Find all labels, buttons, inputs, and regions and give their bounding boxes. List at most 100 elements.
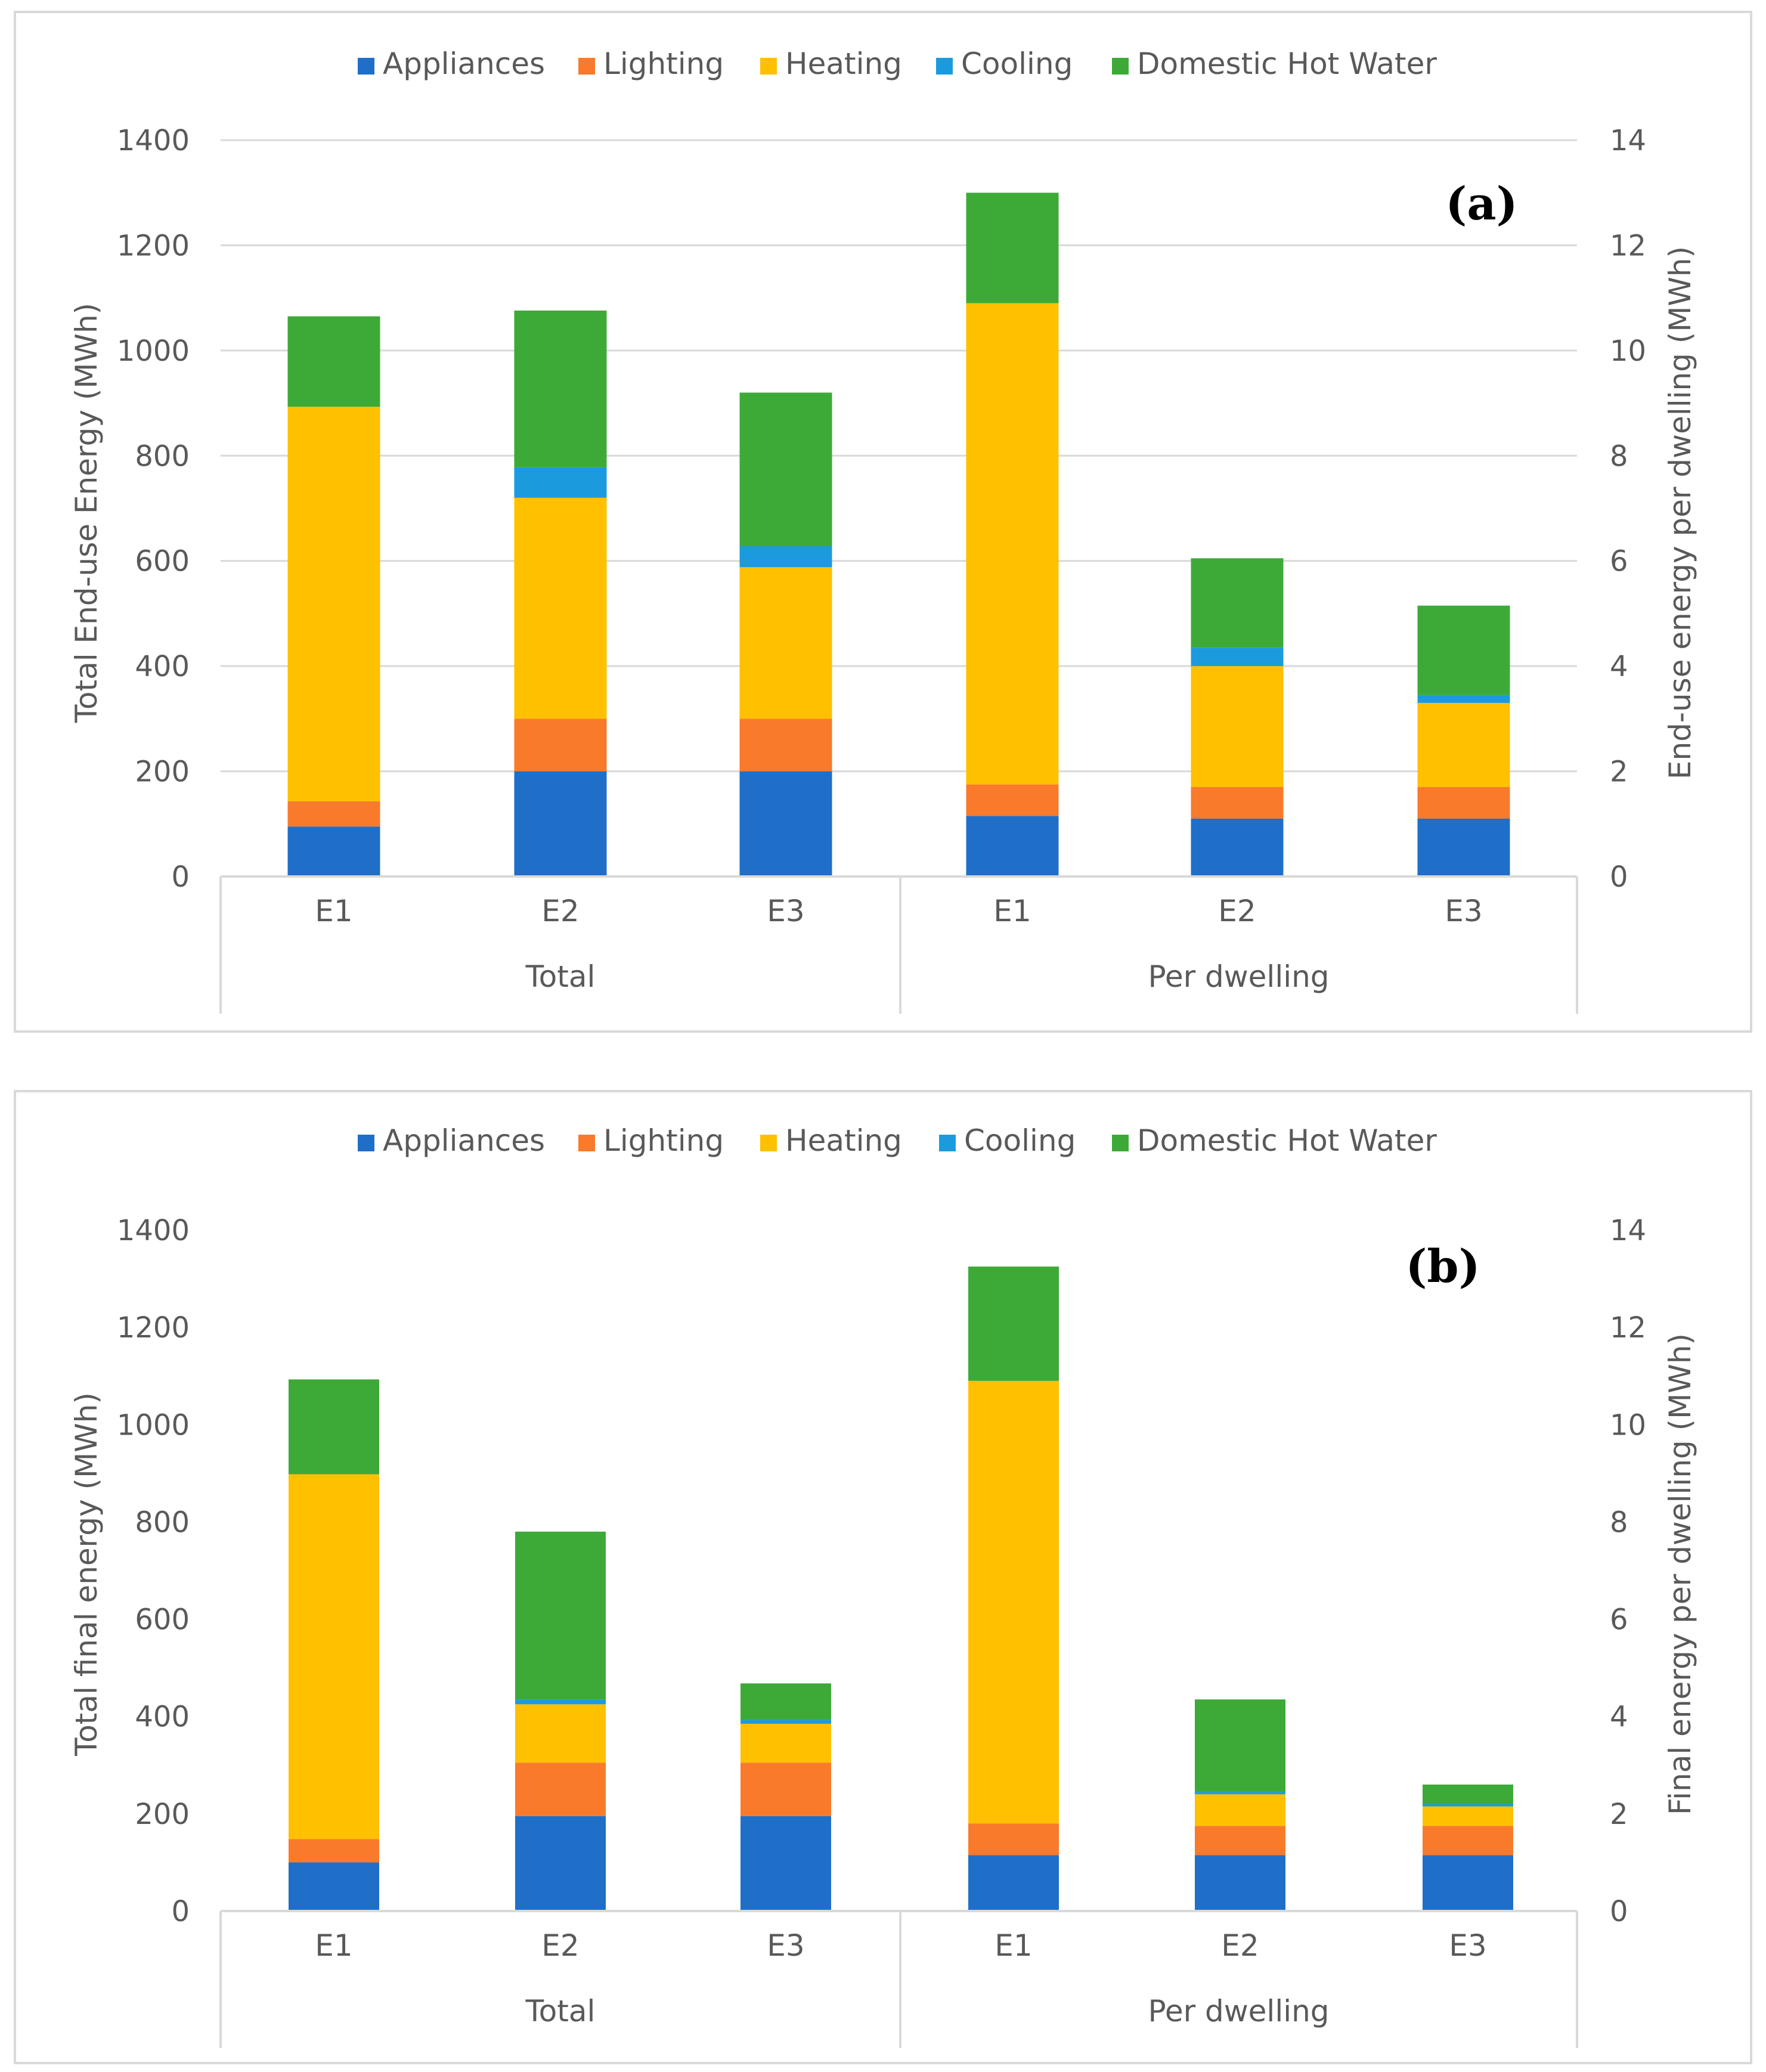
bar-domestic-hot-water <box>289 1379 379 1475</box>
chart-panel-a: Appliances Lighting Heating Cooling Domestic… <box>14 11 1752 1033</box>
legend-swatch <box>939 1135 956 1151</box>
bar-lighting <box>1195 1826 1285 1856</box>
y-tick-label: 400 <box>135 1701 190 1734</box>
y2-tick-label: 12 <box>1610 1311 1646 1345</box>
y2-tick-label: 8 <box>1610 439 1628 473</box>
bar-appliances <box>739 771 832 877</box>
axes <box>219 875 1578 1014</box>
y-tick-label: 600 <box>135 1603 190 1637</box>
y2-axis-ticks: 0 2 4 6 8 10 12 14 <box>1610 1214 1646 1928</box>
bar-lighting <box>515 1763 606 1816</box>
y-tick-label: 400 <box>135 650 190 683</box>
group-labels: Total Per dwelling <box>525 1994 1330 2028</box>
bar-appliances <box>287 826 380 877</box>
bar-cooling <box>739 546 832 568</box>
bar-heating <box>514 497 607 719</box>
bars <box>287 193 1510 877</box>
category-labels: E1 E2 E3 E1 E2 E3 <box>315 894 1482 928</box>
bar-heating <box>739 567 832 719</box>
y-axis-ticks: 0 200 400 600 800 1000 1200 1400 <box>117 124 190 894</box>
y2-axis-label: Final energy per dwelling (MWh) <box>1663 1333 1697 1815</box>
bar-appliances <box>514 771 607 877</box>
bar-domestic-hot-water <box>514 310 607 467</box>
bar-heating <box>968 1380 1059 1824</box>
bar-appliances <box>289 1862 379 1911</box>
legend-swatch <box>1112 58 1129 75</box>
y-tick-label: 1200 <box>117 229 190 262</box>
legend-label: Cooling <box>961 47 1073 81</box>
y2-tick-label: 14 <box>1610 1214 1646 1247</box>
bar-appliances <box>1417 818 1510 877</box>
y-tick-label: 800 <box>135 1506 190 1539</box>
bar-heating <box>515 1704 606 1763</box>
y2-axis-ticks: 0 2 4 6 8 10 12 14 <box>1610 124 1646 894</box>
y-tick-label: 0 <box>171 1895 190 1928</box>
bar-domestic-hot-water <box>1195 1699 1285 1792</box>
bar-lighting <box>1191 787 1284 819</box>
legend-swatch <box>358 1135 374 1151</box>
y-axis-label: Total final energy (MWh) <box>69 1392 104 1757</box>
legend-label: Domestic Hot Water <box>1137 1123 1437 1158</box>
y-tick-label: 1400 <box>117 124 190 157</box>
bar-lighting <box>966 784 1059 816</box>
bar-lighting <box>741 1763 831 1816</box>
y-tick-label: 1000 <box>117 335 190 368</box>
gridlines <box>221 139 1577 773</box>
y-tick-label: 800 <box>135 439 190 473</box>
category-label: E2 <box>1218 894 1256 928</box>
category-label: E2 <box>541 1928 579 1963</box>
y2-tick-label: 12 <box>1610 229 1646 262</box>
category-labels: E1 E2 E3 E1 E2 E3 <box>315 1928 1486 1963</box>
legend-label: Appliances <box>383 1123 545 1158</box>
axes <box>219 1910 1578 2048</box>
bar-domestic-hot-water <box>1417 605 1510 695</box>
bar-appliances <box>1423 1855 1513 1911</box>
y2-tick-label: 4 <box>1610 1701 1628 1734</box>
bar-lighting <box>1423 1826 1513 1856</box>
bar-lighting <box>739 718 832 772</box>
panel-label: (a) <box>1445 177 1517 230</box>
bar-appliances <box>968 1855 1059 1911</box>
panel-label: (b) <box>1405 1240 1480 1293</box>
bar-domestic-hot-water <box>739 392 832 547</box>
bar-appliances <box>741 1816 831 1911</box>
panel-frame <box>14 11 1752 1033</box>
bar-cooling <box>515 1699 606 1705</box>
y2-tick-label: 2 <box>1610 755 1628 789</box>
category-label: E1 <box>993 894 1031 928</box>
bar-domestic-hot-water <box>1191 558 1284 648</box>
legend-label: Lighting <box>603 1123 724 1158</box>
legend-swatch <box>578 58 595 75</box>
y2-axis-label: End-use energy per dwelling (MWh) <box>1663 246 1697 779</box>
bar-cooling <box>1417 695 1510 703</box>
legend: Appliances Lighting Heating Cooling Domestic… <box>358 47 1437 81</box>
y2-tick-label: 10 <box>1610 335 1646 368</box>
legend-label: Cooling <box>964 1123 1076 1158</box>
bar-lighting <box>968 1823 1059 1856</box>
bar-lighting <box>287 801 380 827</box>
group-label: Total <box>525 959 596 994</box>
legend-label: Heating <box>785 47 902 81</box>
legend-label: Heating <box>785 1123 902 1158</box>
category-label: E3 <box>1449 1928 1486 1963</box>
bar-heating <box>289 1474 379 1839</box>
category-label: E2 <box>1221 1928 1259 1963</box>
bar-cooling <box>1191 648 1284 667</box>
legend-label: Appliances <box>383 47 545 81</box>
bar-domestic-hot-water <box>966 193 1059 303</box>
legend-swatch <box>760 1135 777 1151</box>
bar-domestic-hot-water <box>1423 1784 1513 1804</box>
y-axis-label: Total End-use Energy (MWh) <box>69 303 104 723</box>
bar-domestic-hot-water <box>515 1531 606 1700</box>
y2-tick-label: 6 <box>1610 1603 1628 1637</box>
y-tick-label: 200 <box>135 755 190 789</box>
category-label: E1 <box>315 1928 352 1963</box>
legend-swatch <box>358 58 374 75</box>
bar-heating <box>741 1723 831 1763</box>
bar-cooling <box>741 1720 831 1724</box>
bar-heating <box>1417 702 1510 788</box>
bar-lighting <box>289 1839 379 1863</box>
bar-heating <box>1191 666 1284 788</box>
bar-appliances <box>966 816 1059 877</box>
